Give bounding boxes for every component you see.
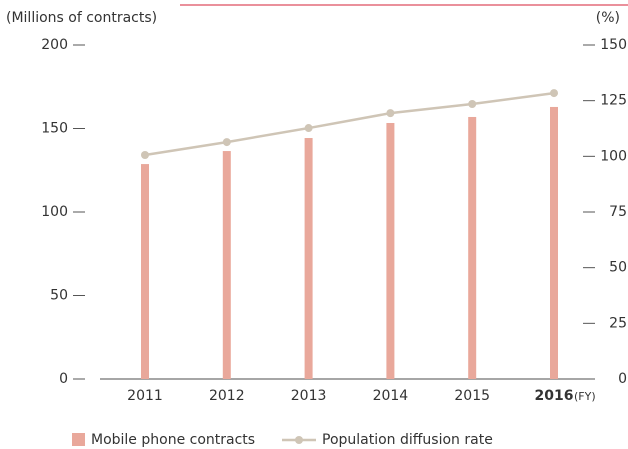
bar bbox=[222, 151, 231, 379]
y-axis-label: (Millions of contracts) bbox=[6, 10, 157, 26]
y-tick-label: 200 bbox=[41, 37, 68, 53]
bar bbox=[550, 106, 558, 379]
y2-tick-label: 50 bbox=[609, 260, 627, 276]
bar bbox=[386, 122, 395, 379]
y-tick-label: 100 bbox=[41, 204, 68, 220]
legend-label: Mobile phone contracts bbox=[91, 432, 255, 448]
x-tick-label: 2016 bbox=[535, 388, 574, 404]
line-point bbox=[222, 138, 231, 147]
line-point bbox=[550, 89, 558, 98]
y-tick-label: 150 bbox=[41, 121, 68, 137]
y2-tick-label: 100 bbox=[600, 148, 627, 164]
x-unit: (FY) bbox=[574, 390, 596, 403]
y2-axis-label: (%) bbox=[596, 10, 620, 26]
x-tick-label: 2015 bbox=[454, 388, 490, 404]
y2-tick-label: 25 bbox=[609, 315, 627, 331]
y2-tick-label: 125 bbox=[600, 93, 627, 109]
legend-dot bbox=[295, 436, 303, 444]
y2-tick-label: 0 bbox=[618, 371, 627, 387]
x-tick-label: 2012 bbox=[209, 388, 245, 404]
y2-tick-label: 75 bbox=[609, 204, 627, 220]
line-point bbox=[304, 124, 313, 133]
y2-tick-label: 150 bbox=[600, 37, 627, 53]
line-point bbox=[386, 109, 395, 118]
x-tick-label: 2011 bbox=[127, 388, 163, 404]
legend-label: Population diffusion rate bbox=[322, 432, 493, 448]
y-tick-label: 50 bbox=[50, 288, 68, 304]
legend-swatch bbox=[72, 433, 85, 446]
bar bbox=[304, 138, 313, 379]
x-tick-label: 2014 bbox=[373, 388, 409, 404]
y-tick-label: 0 bbox=[59, 371, 68, 387]
bar bbox=[141, 164, 149, 379]
line bbox=[144, 91, 555, 157]
line-point bbox=[141, 150, 149, 159]
x-tick-label: 2013 bbox=[291, 388, 327, 404]
line-point bbox=[468, 100, 477, 109]
bar bbox=[468, 116, 477, 380]
